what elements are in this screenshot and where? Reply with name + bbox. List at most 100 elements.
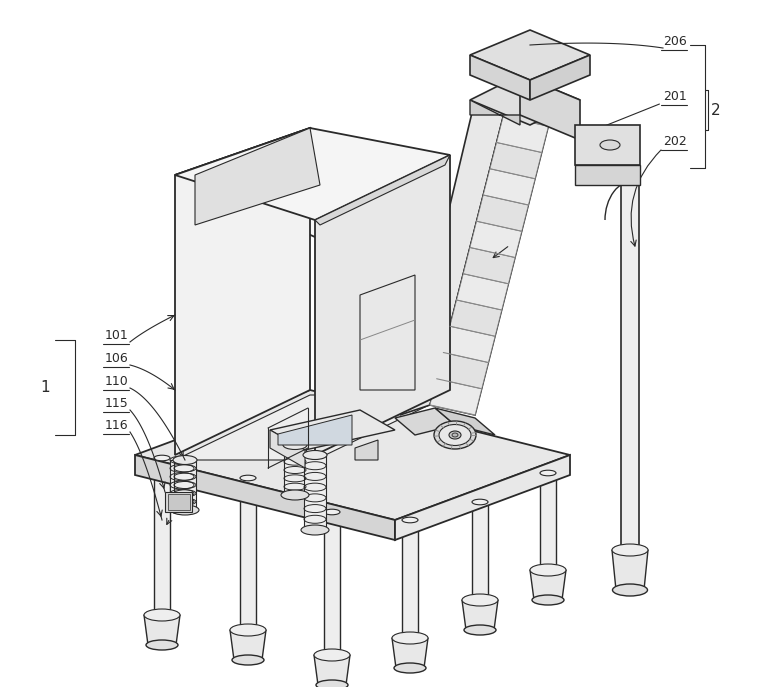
Polygon shape	[530, 55, 590, 100]
Polygon shape	[621, 150, 639, 550]
Polygon shape	[168, 494, 190, 510]
Polygon shape	[443, 326, 495, 363]
Polygon shape	[175, 128, 450, 237]
Ellipse shape	[449, 431, 461, 439]
Polygon shape	[284, 445, 306, 495]
Text: 1: 1	[41, 379, 50, 394]
Polygon shape	[304, 455, 326, 530]
Ellipse shape	[303, 451, 327, 460]
Polygon shape	[470, 30, 590, 80]
Polygon shape	[530, 570, 566, 600]
Polygon shape	[462, 600, 498, 630]
Polygon shape	[497, 116, 548, 153]
Polygon shape	[540, 473, 556, 570]
Polygon shape	[463, 247, 515, 284]
Polygon shape	[144, 615, 180, 645]
Ellipse shape	[314, 649, 350, 661]
Polygon shape	[165, 492, 192, 512]
Ellipse shape	[472, 499, 488, 505]
Text: 101: 101	[105, 329, 129, 342]
Ellipse shape	[316, 680, 348, 687]
Polygon shape	[430, 379, 482, 415]
Text: 110: 110	[105, 375, 129, 388]
Ellipse shape	[452, 433, 458, 437]
Text: 116: 116	[105, 419, 128, 432]
Ellipse shape	[146, 640, 178, 650]
Text: 115: 115	[105, 397, 129, 410]
Polygon shape	[230, 630, 266, 660]
Polygon shape	[135, 455, 395, 540]
Text: 2: 2	[711, 102, 721, 117]
Polygon shape	[450, 300, 502, 336]
Ellipse shape	[154, 455, 170, 461]
Ellipse shape	[394, 663, 426, 673]
Ellipse shape	[301, 525, 329, 535]
Polygon shape	[175, 128, 310, 455]
Ellipse shape	[240, 475, 256, 481]
Polygon shape	[470, 55, 530, 100]
Ellipse shape	[434, 421, 476, 449]
Polygon shape	[435, 408, 495, 435]
Polygon shape	[520, 75, 580, 140]
Polygon shape	[278, 415, 352, 445]
Polygon shape	[430, 90, 555, 415]
Polygon shape	[135, 390, 570, 520]
Ellipse shape	[612, 584, 647, 596]
Ellipse shape	[324, 509, 340, 515]
Ellipse shape	[600, 140, 620, 150]
Polygon shape	[270, 410, 395, 450]
Ellipse shape	[230, 624, 266, 636]
Ellipse shape	[464, 625, 496, 635]
Ellipse shape	[621, 147, 639, 153]
Polygon shape	[270, 430, 305, 468]
Polygon shape	[575, 125, 640, 165]
Polygon shape	[470, 221, 522, 258]
Ellipse shape	[232, 655, 264, 665]
Ellipse shape	[144, 609, 180, 621]
Polygon shape	[612, 550, 648, 590]
Polygon shape	[490, 142, 542, 179]
Text: 206: 206	[663, 35, 687, 48]
Ellipse shape	[530, 564, 566, 576]
Ellipse shape	[462, 594, 498, 606]
Polygon shape	[402, 520, 418, 638]
Ellipse shape	[532, 595, 564, 605]
Polygon shape	[314, 655, 350, 685]
Ellipse shape	[621, 548, 639, 553]
Polygon shape	[575, 165, 640, 185]
Polygon shape	[395, 408, 455, 435]
Ellipse shape	[402, 517, 418, 523]
Polygon shape	[477, 195, 529, 232]
Polygon shape	[170, 460, 194, 510]
Ellipse shape	[281, 490, 309, 500]
Polygon shape	[472, 502, 488, 600]
Polygon shape	[175, 128, 450, 220]
Ellipse shape	[283, 440, 307, 449]
Polygon shape	[315, 155, 450, 225]
Polygon shape	[457, 273, 508, 310]
Text: 202: 202	[663, 135, 687, 148]
Ellipse shape	[439, 425, 471, 445]
Ellipse shape	[173, 455, 197, 464]
Polygon shape	[483, 169, 535, 205]
Polygon shape	[174, 460, 196, 510]
Ellipse shape	[612, 544, 648, 556]
Polygon shape	[470, 75, 580, 125]
Polygon shape	[240, 478, 256, 630]
Polygon shape	[504, 90, 555, 126]
Polygon shape	[400, 90, 510, 415]
Polygon shape	[175, 395, 450, 460]
Text: 201: 201	[663, 90, 687, 103]
Polygon shape	[324, 512, 340, 655]
Polygon shape	[360, 275, 415, 390]
Polygon shape	[355, 440, 378, 460]
Polygon shape	[436, 352, 488, 389]
Polygon shape	[195, 128, 320, 225]
Polygon shape	[154, 458, 170, 615]
Text: 106: 106	[105, 352, 129, 365]
Polygon shape	[392, 638, 428, 668]
Polygon shape	[395, 455, 570, 540]
Ellipse shape	[392, 632, 428, 644]
Polygon shape	[470, 100, 520, 125]
Ellipse shape	[171, 505, 199, 515]
